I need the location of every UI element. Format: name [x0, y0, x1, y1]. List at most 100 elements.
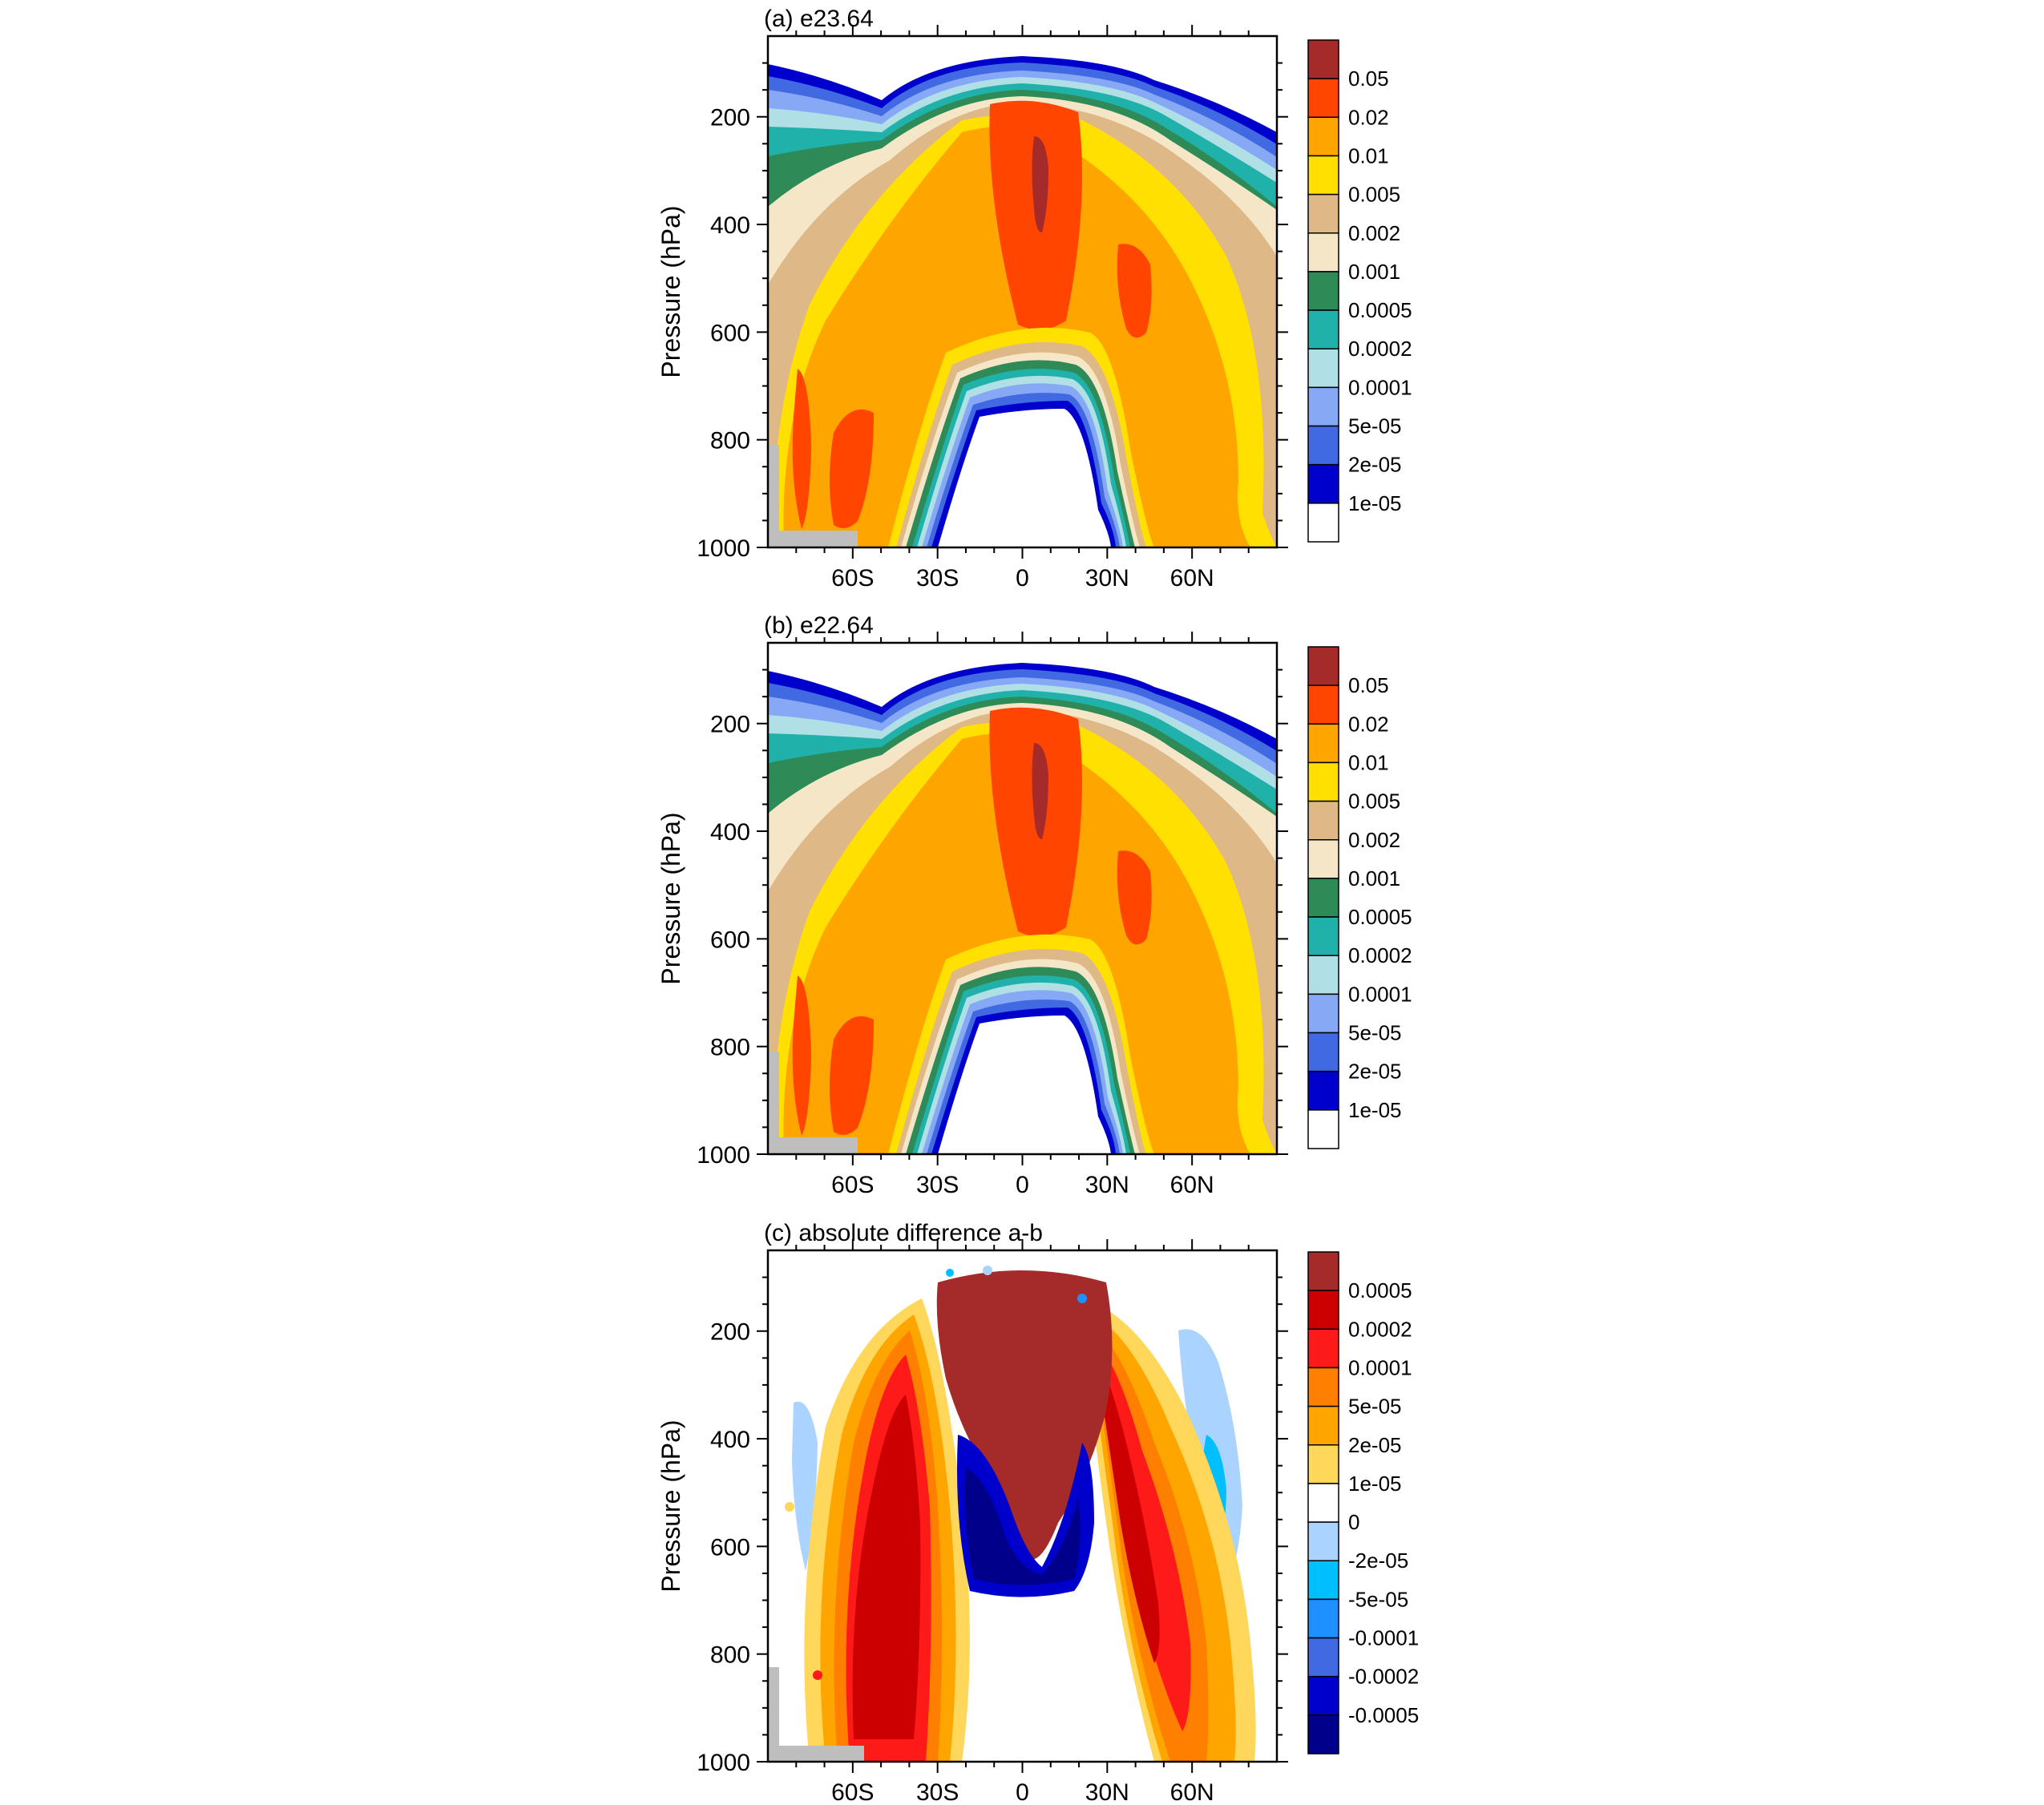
y-tick-label: 200	[710, 1319, 750, 1346]
x-tick-label: 30S	[916, 1172, 959, 1198]
y-tick-label: 1000	[697, 535, 750, 562]
colorbar-label: 0.0005	[1348, 1278, 1412, 1302]
colorbar-box	[1308, 1561, 1339, 1599]
colorbar-label: 0.0002	[1348, 1317, 1412, 1341]
colorbar-label: 5e-05	[1348, 414, 1402, 438]
colorbar-box	[1308, 1033, 1339, 1072]
colorbar-box	[1308, 917, 1339, 955]
x-tick-label: 30S	[916, 1779, 959, 1805]
colorbar-box	[1308, 1072, 1339, 1110]
colorbar-box	[1308, 349, 1339, 387]
x-tick-label: 0	[1016, 1779, 1029, 1805]
colorbar-box	[1308, 1329, 1339, 1367]
colorbar-label: 1e-05	[1348, 1472, 1402, 1496]
colorbar-box	[1308, 1715, 1339, 1754]
colorbar-box	[1308, 195, 1339, 233]
y-tick-label: 800	[710, 1035, 750, 1061]
colorbar-label: 0.005	[1348, 183, 1400, 207]
x-tick-label: 60S	[831, 1172, 874, 1198]
colorbar-box	[1308, 1252, 1339, 1290]
y-tick-label: 400	[710, 819, 750, 846]
colorbar-box	[1308, 955, 1339, 994]
colorbar-box	[1308, 79, 1339, 117]
x-tick-label: 0	[1016, 565, 1029, 592]
x-tick-label: 0	[1016, 1172, 1029, 1198]
colorbar-box	[1308, 1677, 1339, 1715]
colorbar-box	[1308, 465, 1339, 503]
colorbar-box	[1308, 994, 1339, 1032]
colorbar-box	[1308, 685, 1339, 724]
y-tick-label: 800	[710, 428, 750, 454]
y-axis-label: Pressure (hPa)	[656, 205, 685, 378]
panel-b: (b) e22.64	[764, 612, 1277, 1154]
colorbar-label: 2e-05	[1348, 453, 1402, 477]
x-tick-label: 30N	[1085, 1172, 1129, 1198]
panel-c: (c) absolute difference a-b	[764, 1220, 1277, 1762]
x-tick-label: 60N	[1170, 565, 1214, 592]
colorbar-box	[1308, 1522, 1339, 1561]
colorbar-label: 0.0005	[1348, 298, 1412, 322]
panel-a: (a) e23.64	[764, 6, 1277, 547]
y-axis-label: Pressure (hPa)	[656, 812, 685, 984]
contour-field	[768, 663, 1277, 1154]
colorbar-label: 0.01	[1348, 750, 1389, 774]
colorbar-label: 1e-05	[1348, 491, 1402, 515]
colorbar-box	[1308, 1484, 1339, 1522]
colorbar-box	[1308, 233, 1339, 272]
colorbar-box	[1308, 426, 1339, 465]
colorbar-box	[1308, 647, 1339, 685]
colorbar-box	[1308, 387, 1339, 426]
colorbar-label: 0.0002	[1348, 337, 1412, 361]
colorbar-label: 0.0002	[1348, 943, 1412, 967]
panel-title: (b) e22.64	[764, 612, 874, 639]
colorbar-label: 0.05	[1348, 673, 1389, 697]
colorbar-label: 2e-05	[1348, 1060, 1402, 1084]
y-tick-label: 400	[710, 1427, 750, 1453]
y-tick-label: 600	[710, 927, 750, 953]
colorbar-label: -0.0005	[1348, 1703, 1419, 1727]
colorbar-label: -2e-05	[1348, 1549, 1408, 1573]
y-axis-label: Pressure (hPa)	[656, 1419, 685, 1592]
colorbar-label: -0.0001	[1348, 1626, 1419, 1650]
colorbar-label: 0.001	[1348, 260, 1400, 284]
colorbar-box	[1308, 1599, 1339, 1637]
colorbar-box	[1308, 503, 1339, 542]
y-tick-label: 1000	[697, 1750, 750, 1776]
colorbar-box	[1308, 762, 1339, 801]
colorbar-label: 0.0001	[1348, 982, 1412, 1006]
y-tick-label: 600	[710, 1534, 750, 1561]
colorbar-label: 2e-05	[1348, 1433, 1402, 1457]
x-tick-label: 30N	[1085, 1779, 1129, 1805]
colorbar-label: 0.0001	[1348, 375, 1412, 399]
colorbar-label: 0.02	[1348, 712, 1389, 736]
colorbar-box	[1308, 155, 1339, 194]
contour-field	[768, 1266, 1256, 1762]
colorbar-label: 0.002	[1348, 221, 1400, 245]
colorbar-box	[1308, 878, 1339, 917]
colorbar-box	[1308, 272, 1339, 310]
colorbar-box	[1308, 117, 1339, 155]
colorbar-label: -0.0002	[1348, 1665, 1419, 1689]
x-tick-label: 30S	[916, 565, 959, 592]
x-tick-label: 60N	[1170, 1172, 1214, 1198]
colorbar-box	[1308, 310, 1339, 349]
colorbar-label: -5e-05	[1348, 1587, 1408, 1611]
colorbar-label: 0.01	[1348, 143, 1389, 168]
colorbar-label: 0	[1348, 1510, 1359, 1534]
colorbar-box	[1308, 840, 1339, 878]
x-tick-label: 30N	[1085, 565, 1129, 592]
colorbar-box	[1308, 724, 1339, 762]
figure: (a) e23.64	[0, 0, 2044, 1805]
y-tick-label: 400	[710, 212, 750, 239]
panel-title: (a) e23.64	[764, 6, 874, 32]
y-tick-label: 200	[710, 105, 750, 131]
x-tick-label: 60S	[831, 565, 874, 592]
colorbar-label: 5e-05	[1348, 1395, 1402, 1419]
colorbar-box	[1308, 1290, 1339, 1329]
colorbar-box	[1308, 1110, 1339, 1149]
x-tick-label: 60S	[831, 1779, 874, 1805]
colorbar-label: 0.05	[1348, 67, 1389, 91]
colorbar-box	[1308, 1638, 1339, 1677]
y-tick-label: 200	[710, 712, 750, 738]
colorbar-label: 0.0005	[1348, 905, 1412, 929]
